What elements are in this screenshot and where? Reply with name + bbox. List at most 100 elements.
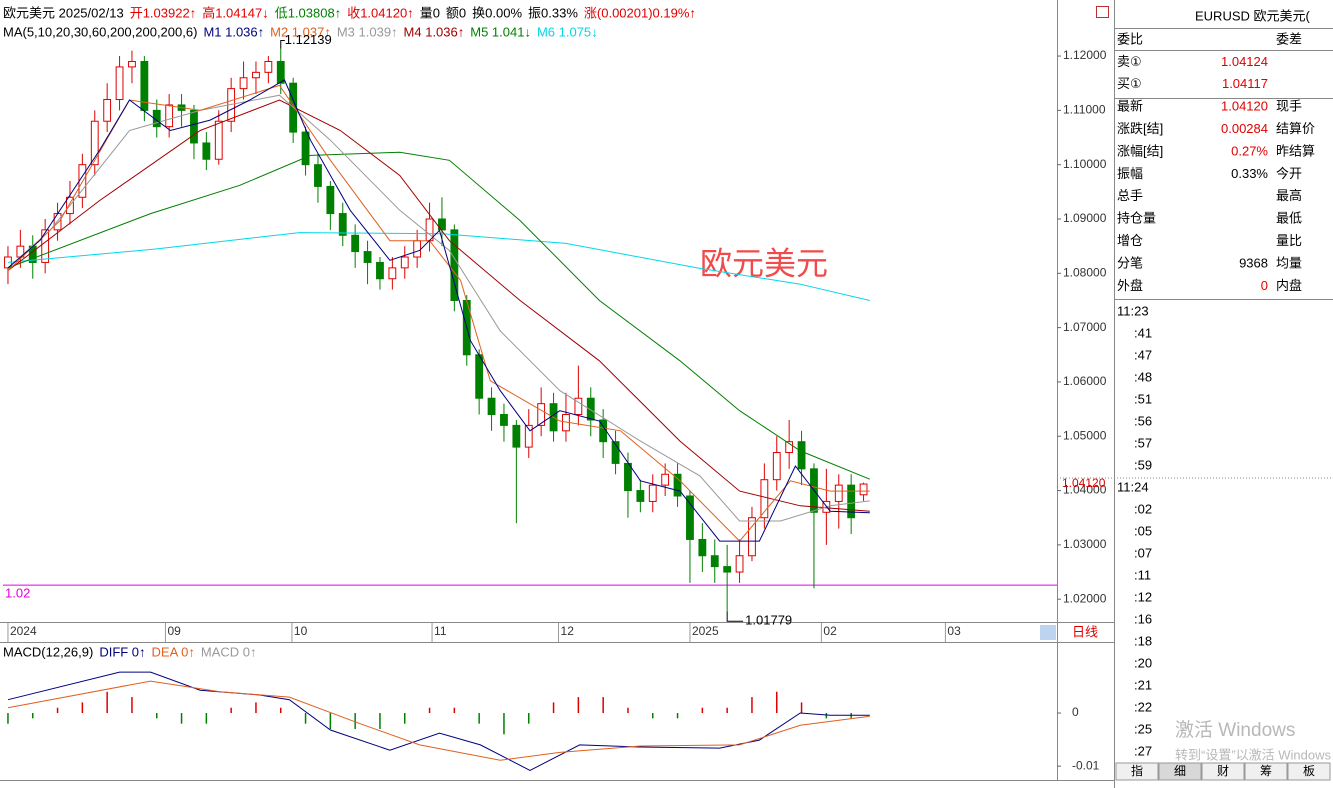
row-label-2: 内盘	[1276, 278, 1302, 293]
tick-time: :47	[1134, 347, 1152, 362]
candle-body	[363, 251, 372, 263]
row-value: 1.04117	[1222, 76, 1268, 91]
tab-label[interactable]: 细	[1174, 764, 1186, 778]
candle-body	[475, 354, 484, 399]
header-item: 额0	[446, 5, 466, 20]
row-label: 卖①	[1117, 54, 1142, 69]
row-label-2: 结算价	[1276, 121, 1315, 136]
row-value: 1.04120	[1221, 99, 1268, 114]
ma-line	[7, 94, 870, 522]
row-label: 持仓量	[1117, 211, 1156, 226]
candle-body	[326, 185, 335, 215]
candle-body	[264, 60, 273, 73]
low-note: 1.01779	[745, 613, 792, 628]
y-tick-label: 1.05000	[1063, 428, 1107, 442]
ma-legend-item: M1 1.036↑	[203, 24, 264, 39]
tick-time: :59	[1134, 457, 1152, 472]
candle-body	[760, 479, 769, 519]
candle-body	[636, 490, 645, 502]
candle-body	[611, 441, 620, 464]
macd-legend-item: MACD(12,26,9)	[3, 644, 93, 659]
candle-body	[115, 66, 124, 101]
candle-body	[500, 414, 508, 426]
tick-time: :27	[1134, 743, 1152, 758]
candle-body	[214, 120, 223, 160]
tick-time: :56	[1134, 413, 1152, 428]
watermark: 欧元美元	[700, 245, 828, 281]
candle-body	[586, 397, 595, 421]
candle-body	[438, 218, 446, 231]
tick-time: :12	[1134, 589, 1152, 604]
header-item: 换0.00%	[472, 5, 522, 20]
x-tick-label: 12	[561, 624, 575, 638]
window-icon[interactable]	[1096, 6, 1109, 18]
tab-label[interactable]: 指	[1131, 763, 1143, 778]
tab[interactable]	[1158, 762, 1202, 781]
tab[interactable]	[1244, 762, 1288, 781]
tick-time: :25	[1134, 721, 1152, 736]
tick-time: :22	[1134, 699, 1152, 714]
x-tick-label: 11	[434, 624, 447, 638]
candle-body	[239, 77, 248, 90]
low-marker	[726, 611, 744, 622]
tick-time: :48	[1134, 369, 1152, 384]
tab-label[interactable]: 财	[1217, 764, 1229, 778]
y-tick-label: 1.06000	[1063, 374, 1107, 388]
y-tick-label: 1.08000	[1063, 265, 1107, 279]
ma-line	[7, 84, 870, 542]
row-label-2: 今开	[1276, 166, 1302, 181]
row-label: 买①	[1117, 76, 1142, 91]
header-item: 高1.04147↓	[202, 5, 269, 20]
candle-body	[140, 60, 149, 111]
y-tick-label: 1.07000	[1063, 320, 1107, 334]
candle-body	[276, 60, 285, 84]
tick-time: :21	[1134, 677, 1152, 692]
header-item: 量0	[420, 5, 440, 20]
candle-body	[624, 462, 632, 492]
candle-body	[859, 483, 868, 496]
high-note: 1.12139	[285, 32, 332, 47]
scroll-box[interactable]	[1040, 625, 1056, 640]
candle-body	[165, 104, 174, 128]
row-label-2: 委差	[1276, 31, 1302, 46]
tab-label[interactable]: 筹	[1260, 764, 1272, 778]
ma-legend-item: M2 1.037↑	[270, 24, 331, 39]
candle-body	[103, 99, 112, 122]
candle-body	[128, 60, 136, 68]
candle-body	[661, 473, 670, 486]
candle-body	[512, 424, 521, 448]
tick-time: :57	[1134, 435, 1152, 450]
candle-body	[388, 267, 397, 280]
x-tick-label: 09	[167, 624, 181, 638]
period-label[interactable]: 日线	[1072, 624, 1098, 639]
y-tick-label: 1.10000	[1063, 157, 1107, 171]
x-tick-label: 2025	[692, 624, 719, 638]
tab[interactable]	[1115, 762, 1159, 781]
tick-time: :07	[1134, 545, 1152, 560]
candle-body	[772, 452, 781, 481]
tab[interactable]	[1201, 762, 1245, 781]
row-value: 0.27%	[1231, 143, 1268, 158]
tab[interactable]	[1287, 762, 1331, 781]
tick-time: :51	[1134, 391, 1152, 406]
candle-body	[190, 109, 198, 144]
row-value: 1.04124	[1221, 54, 1268, 69]
ma-legend-item: M4 1.036↑	[404, 24, 465, 39]
candle-body	[41, 229, 50, 263]
candle-body	[338, 213, 347, 236]
last-price-label: 1.04120	[1062, 476, 1106, 490]
ma-line	[7, 232, 870, 301]
candle-body	[90, 120, 99, 166]
header-item: 涨(0.00201)0.19%↑	[584, 5, 696, 20]
candle-body	[314, 164, 322, 187]
tick-time: :11	[1134, 567, 1151, 582]
candle-body	[450, 229, 459, 301]
tab-label[interactable]: 板	[1303, 764, 1315, 778]
os-watermark-hint: 转到“设置”以激活 Windows	[1175, 747, 1332, 762]
row-label-2: 均量	[1276, 255, 1302, 270]
tick-time: :18	[1134, 633, 1152, 648]
candle-body	[413, 240, 422, 258]
row-label: 增仓	[1117, 233, 1143, 248]
panel-title: EURUSD 欧元美元(	[1195, 8, 1311, 23]
candle-body	[524, 424, 533, 448]
